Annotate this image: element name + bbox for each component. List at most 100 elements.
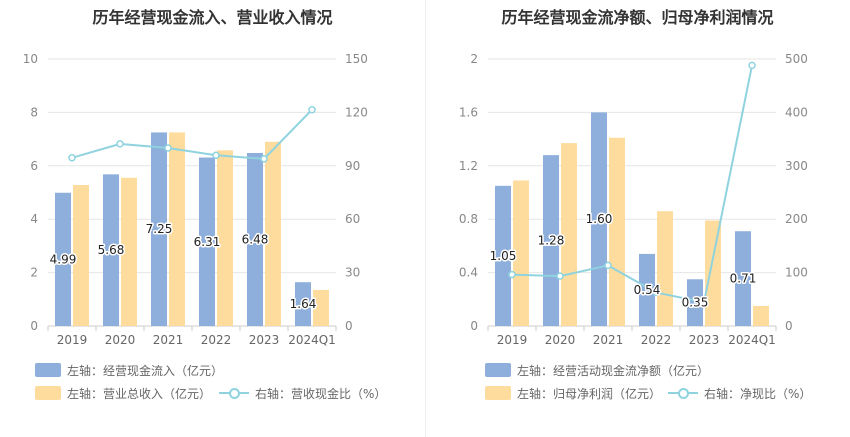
data-label: 1.60 xyxy=(586,212,613,226)
line-point xyxy=(164,144,172,152)
y-right-tick-label: 0 xyxy=(785,319,793,333)
x-tick-label: 2020 xyxy=(105,333,136,347)
y-right-tick-label: 300 xyxy=(785,159,808,173)
legend-swatch-bar-icon xyxy=(35,363,61,377)
chart-legend: 左轴：经营活动现金流净额（亿元） 左轴：归母净利润（亿元） 右轴：净现比（%） xyxy=(425,355,850,415)
y-right-tick-label: 90 xyxy=(345,159,360,173)
bar xyxy=(103,174,119,326)
legend-item-net-cashflow[interactable]: 左轴：经营活动现金流净额（亿元） xyxy=(485,361,709,379)
line-point xyxy=(508,270,516,279)
bar xyxy=(561,143,577,326)
legend-label: 左轴：经营现金流入（亿元） xyxy=(67,363,224,378)
bar xyxy=(247,152,263,326)
line-point xyxy=(652,288,660,297)
bar xyxy=(753,305,769,326)
y-left-tick-label: 0.4 xyxy=(459,266,478,280)
chart-title: 历年经营现金流入、营业收入情况 xyxy=(92,8,333,27)
y-left-tick-label: 10 xyxy=(23,52,38,66)
x-tick-label: 2019 xyxy=(497,333,528,347)
line-point xyxy=(700,298,708,307)
y-left-tick-label: 2 xyxy=(470,52,478,66)
line-point xyxy=(116,140,124,148)
bar xyxy=(151,132,167,326)
y-left-tick-label: 2 xyxy=(30,266,38,280)
y-left-tick-label: 4 xyxy=(30,212,38,226)
y-right-tick-label: 60 xyxy=(345,212,360,226)
bar xyxy=(217,150,233,326)
y-right-tick-label: 500 xyxy=(785,52,808,66)
y-right-tick-label: 150 xyxy=(345,52,368,66)
legend-swatch-bar-icon xyxy=(35,386,61,400)
bar xyxy=(687,279,703,326)
y-right-tick-label: 30 xyxy=(345,266,360,280)
line-point xyxy=(260,155,268,163)
data-label: 6.31 xyxy=(194,235,221,249)
x-tick-label: 2024Q1 xyxy=(728,333,776,347)
x-tick-label: 2022 xyxy=(641,333,672,347)
y-right-tick-label: 120 xyxy=(345,105,368,119)
legend-item-cash-revenue-ratio[interactable]: 右轴：营收现金比（%） xyxy=(219,384,386,402)
data-label: 7.25 xyxy=(146,222,173,236)
legend-swatch-bar-icon xyxy=(485,386,511,400)
bar xyxy=(295,282,311,326)
bar xyxy=(639,253,655,326)
legend-label: 右轴：净现比（%） xyxy=(704,386,812,401)
x-tick-label: 2021 xyxy=(593,333,624,347)
bar xyxy=(591,112,607,327)
line-point xyxy=(748,61,756,70)
bar xyxy=(73,185,89,326)
y-left-tick-label: 6 xyxy=(30,159,38,173)
y-right-tick-label: 200 xyxy=(785,212,808,226)
legend-item-cash-inflow[interactable]: 左轴：经营现金流入（亿元） xyxy=(35,361,223,379)
line-point xyxy=(68,154,76,162)
series-line xyxy=(511,65,753,304)
data-label: 0.35 xyxy=(682,296,709,310)
bar xyxy=(657,211,673,326)
legend-swatch-line-icon xyxy=(219,386,249,400)
series-line xyxy=(71,109,313,160)
legend-label: 左轴：归母净利润（亿元） xyxy=(517,386,662,401)
data-label: 4.99 xyxy=(50,252,77,266)
bar xyxy=(495,185,511,326)
line-point xyxy=(212,151,220,160)
bar xyxy=(121,177,137,326)
bar xyxy=(735,231,751,326)
y-right-tick-label: 400 xyxy=(785,105,808,119)
bar xyxy=(543,155,559,326)
data-label: 0.54 xyxy=(634,283,661,297)
line-point xyxy=(556,272,564,280)
y-left-tick-label: 1.2 xyxy=(459,159,478,173)
chart-title: 历年经营现金流净额、归母净利润情况 xyxy=(501,8,774,27)
data-label: 0.71 xyxy=(730,272,757,286)
data-label: 1.28 xyxy=(538,234,565,248)
x-tick-label: 2019 xyxy=(57,333,88,347)
legend-item-revenue[interactable]: 左轴：营业总收入（亿元） xyxy=(35,384,211,402)
chart-panel-cashflow-revenue: 历年经营现金流入、营业收入情况 0 0 2 30 4 60 6 90 8 120 10 150 2019… xyxy=(23,8,387,402)
bar xyxy=(169,132,185,326)
bar xyxy=(55,192,71,326)
x-tick-label: 2023 xyxy=(249,333,280,347)
bar xyxy=(609,137,625,326)
x-tick-label: 2020 xyxy=(545,333,576,347)
chart-plot-area: 0 0 2 30 4 60 6 90 8 120 10 150 2019 2020 2021 2022 2023… xyxy=(23,52,368,347)
line-point xyxy=(604,261,612,270)
data-label: 6.48 xyxy=(242,232,269,246)
legend-item-net-profit[interactable]: 左轴：归母净利润（亿元） xyxy=(485,384,661,402)
x-tick-label: 2021 xyxy=(153,333,184,347)
y-left-tick-label: 1.6 xyxy=(459,105,478,119)
data-label: 1.05 xyxy=(490,249,517,263)
y-right-tick-label: 0 xyxy=(345,319,353,333)
data-label: 1.64 xyxy=(290,297,317,311)
x-tick-label: 2023 xyxy=(689,333,720,347)
bar xyxy=(513,180,529,326)
legend-item-net-cash-ratio[interactable]: 右轴：净现比（%） xyxy=(668,384,811,402)
x-tick-label: 2022 xyxy=(201,333,232,347)
bar xyxy=(265,141,281,326)
legend-swatch-bar-icon xyxy=(485,363,511,377)
y-left-tick-label: 0 xyxy=(30,319,38,333)
chart-plot-area: 0 0 0.4 100 0.8 200 1.2 300 1.6 400 2 500 2019 2020 20… xyxy=(459,52,808,347)
line-point xyxy=(308,105,316,114)
bar xyxy=(705,220,721,326)
bar xyxy=(313,289,329,326)
y-right-tick-label: 100 xyxy=(785,266,808,280)
